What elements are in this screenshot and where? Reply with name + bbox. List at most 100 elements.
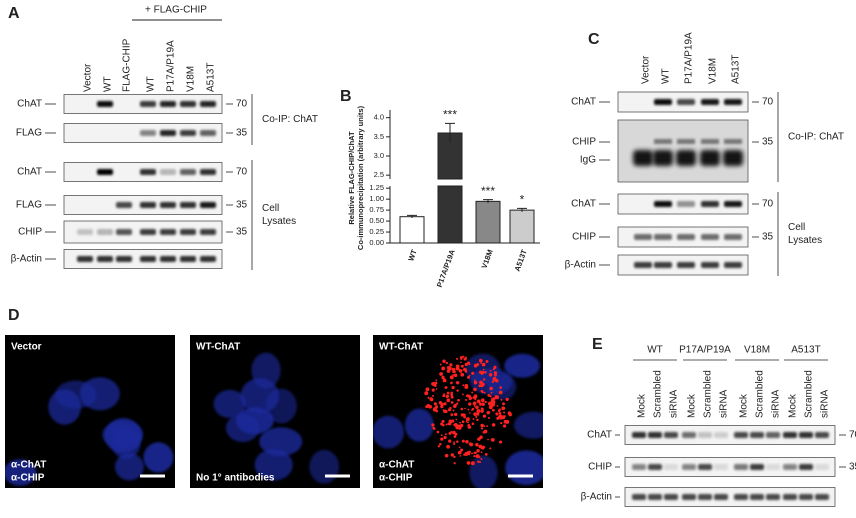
mw-label: 70 (762, 97, 774, 108)
signal-dot (460, 361, 462, 364)
signal-dot (465, 420, 468, 423)
signal-dot (480, 398, 485, 403)
mw-label: 35 (236, 200, 248, 211)
nucleus (225, 414, 260, 443)
signal-dot (450, 401, 454, 404)
band (160, 202, 176, 208)
row-label: IgG (580, 155, 596, 166)
signal-dot (453, 435, 457, 438)
lane-label: WT (103, 76, 114, 92)
signal-dot (431, 423, 435, 427)
signal-dot (492, 408, 495, 412)
signal-dot (499, 440, 503, 444)
signal-dot (473, 412, 477, 416)
image-title: WT-ChAT (196, 342, 240, 353)
band (200, 101, 216, 107)
signal-dot (465, 439, 469, 444)
signal-dot (467, 421, 470, 424)
signal-dot (460, 364, 464, 368)
signal-dot (453, 370, 456, 374)
signal-dot (435, 409, 439, 413)
y-axis-label: Co-immunoprecipitation (arbitrary units) (356, 105, 365, 250)
band (654, 262, 672, 268)
signal-dot (452, 374, 455, 376)
signal-dot (474, 398, 477, 401)
signal-dot (499, 386, 502, 389)
signal-dot (490, 437, 495, 442)
band (815, 494, 829, 500)
y-tick-label: 3.5 (374, 132, 384, 141)
band (701, 234, 719, 240)
band (160, 169, 176, 175)
nucleus (505, 450, 543, 485)
signal-dot (480, 389, 484, 393)
signal-dot (469, 442, 474, 447)
section-label: Co-IP: ChAT (262, 114, 318, 125)
signal-dot (435, 388, 438, 390)
signal-dot (451, 419, 455, 423)
signal-dot (441, 419, 445, 423)
row-label: β-Actin (581, 492, 612, 503)
signal-dot (446, 398, 451, 403)
y-tick-label: 3.0 (374, 151, 384, 160)
signal-dot (483, 391, 486, 394)
signal-dot (446, 369, 451, 373)
bar (475, 200, 501, 244)
image-caption: No 1° antibodies (196, 473, 275, 484)
signal-dot (445, 395, 449, 399)
row-label: CHIP (588, 462, 612, 473)
signal-dot (452, 431, 454, 434)
signal-dot (480, 451, 483, 454)
signal-dot (485, 359, 489, 363)
band (653, 150, 673, 166)
signal-dot (494, 378, 499, 383)
signal-dot (456, 389, 459, 392)
band (700, 150, 720, 166)
band (180, 101, 196, 107)
signal-dot (492, 368, 495, 371)
band (77, 229, 93, 235)
signal-dot (450, 381, 453, 385)
lane-label: Mock (637, 393, 648, 418)
signal-dot (457, 450, 462, 455)
signal-dot (474, 363, 477, 366)
lane-label: siRNA (771, 389, 782, 418)
nucleus (309, 449, 340, 484)
signal-dot (465, 398, 468, 402)
signal-dot (479, 435, 483, 440)
signal-dot (476, 418, 479, 422)
signal-dot (425, 387, 430, 392)
band (140, 256, 156, 262)
bar (437, 185, 463, 244)
mw-label: 70 (236, 167, 248, 178)
nucleus (254, 448, 293, 481)
error-bar (445, 122, 455, 143)
section-label: Lysates (788, 235, 822, 246)
signal-dot (478, 456, 481, 459)
band (799, 432, 813, 438)
lane-label: FLAG-CHIP (122, 38, 133, 92)
band (634, 234, 652, 240)
signal-dot (491, 380, 494, 384)
signal-dot (507, 411, 512, 416)
signal-dot (462, 421, 464, 424)
row-label: ChAT (17, 99, 42, 110)
signal-dot (453, 441, 455, 443)
micrograph-content (373, 353, 543, 488)
band (734, 432, 748, 438)
signal-dot (474, 381, 477, 385)
nucleus (5, 459, 37, 486)
signal-dot (503, 419, 508, 424)
signal-dot (460, 448, 464, 452)
image-caption: α-ChAT (11, 460, 46, 471)
band (632, 432, 646, 438)
band (632, 494, 646, 500)
significance: * (520, 193, 525, 207)
section-label: Lysates (262, 216, 296, 227)
signal-dot (500, 398, 503, 401)
band (734, 464, 748, 470)
signal-dot (502, 424, 507, 428)
signal-dot (480, 458, 483, 461)
signal-dot (488, 372, 493, 377)
nucleus (513, 411, 543, 439)
